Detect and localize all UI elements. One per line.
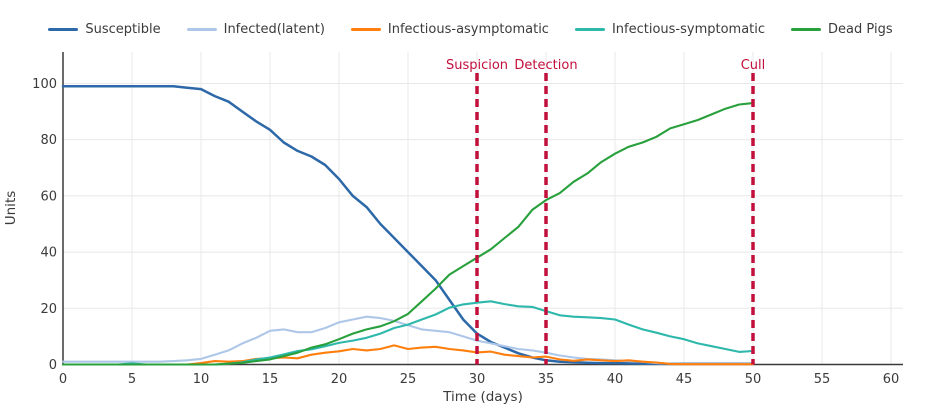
legend-swatch-susceptible [48,28,79,31]
x-tick-label: 50 [745,372,762,387]
legend-item-infectious-symptomatic[interactable]: Infectious-symptomatic [574,22,766,37]
legend-item-dead-pigs[interactable]: Dead Pigs [791,22,893,37]
chart-legend: Susceptible Infected(latent) Infectious-as… [0,22,941,37]
x-tick-label: 55 [814,372,831,387]
x-tick-label: 60 [883,372,900,387]
legend-label: Dead Pigs [828,22,893,37]
annotation-label-suspicion: Suspicion [446,58,508,73]
legend-swatch-infected-latent- [186,28,217,31]
x-tick-label: 20 [331,372,348,387]
y-tick-label: 0 [49,358,57,373]
x-axis-title: Time (days) [442,389,523,405]
x-tick-label: 5 [128,372,136,387]
x-tick-label: 15 [262,372,279,387]
x-tick-label: 40 [607,372,624,387]
legend-item-infectious-asymptomatic[interactable]: Infectious-asymptomatic [350,22,549,37]
legend-label: Infectious-asymptomatic [387,22,549,37]
series-line-susceptible [61,85,755,365]
x-tick-label: 0 [59,372,67,387]
x-tick-label: 10 [193,372,210,387]
annotation-label-detection: Detection [514,58,577,73]
y-tick-label: 100 [32,77,57,92]
x-tick-label: 45 [676,372,693,387]
legend-label: Susceptible [85,22,161,37]
x-tick-label: 25 [400,372,417,387]
series-line-dead-pigs [61,102,755,366]
y-tick-label: 40 [40,246,57,261]
y-tick-label: 60 [40,189,57,204]
y-tick-label: 80 [40,133,57,148]
legend-swatch-infectious-symptomatic [574,28,605,31]
legend-label: Infectious-symptomatic [611,22,766,37]
legend-item-susceptible[interactable]: Susceptible [48,22,161,37]
annotation-label-cull: Cull [741,58,766,73]
legend-swatch-dead-pigs [791,28,822,31]
x-tick-label: 35 [538,372,555,387]
legend-swatch-infectious-asymptomatic [350,28,381,31]
legend-item-infected-latent-[interactable]: Infected(latent) [186,22,325,37]
legend-label: Infected(latent) [223,22,325,37]
x-tick-label: 30 [469,372,486,387]
y-axis-title: Units [3,191,19,226]
y-tick-label: 20 [40,302,57,317]
